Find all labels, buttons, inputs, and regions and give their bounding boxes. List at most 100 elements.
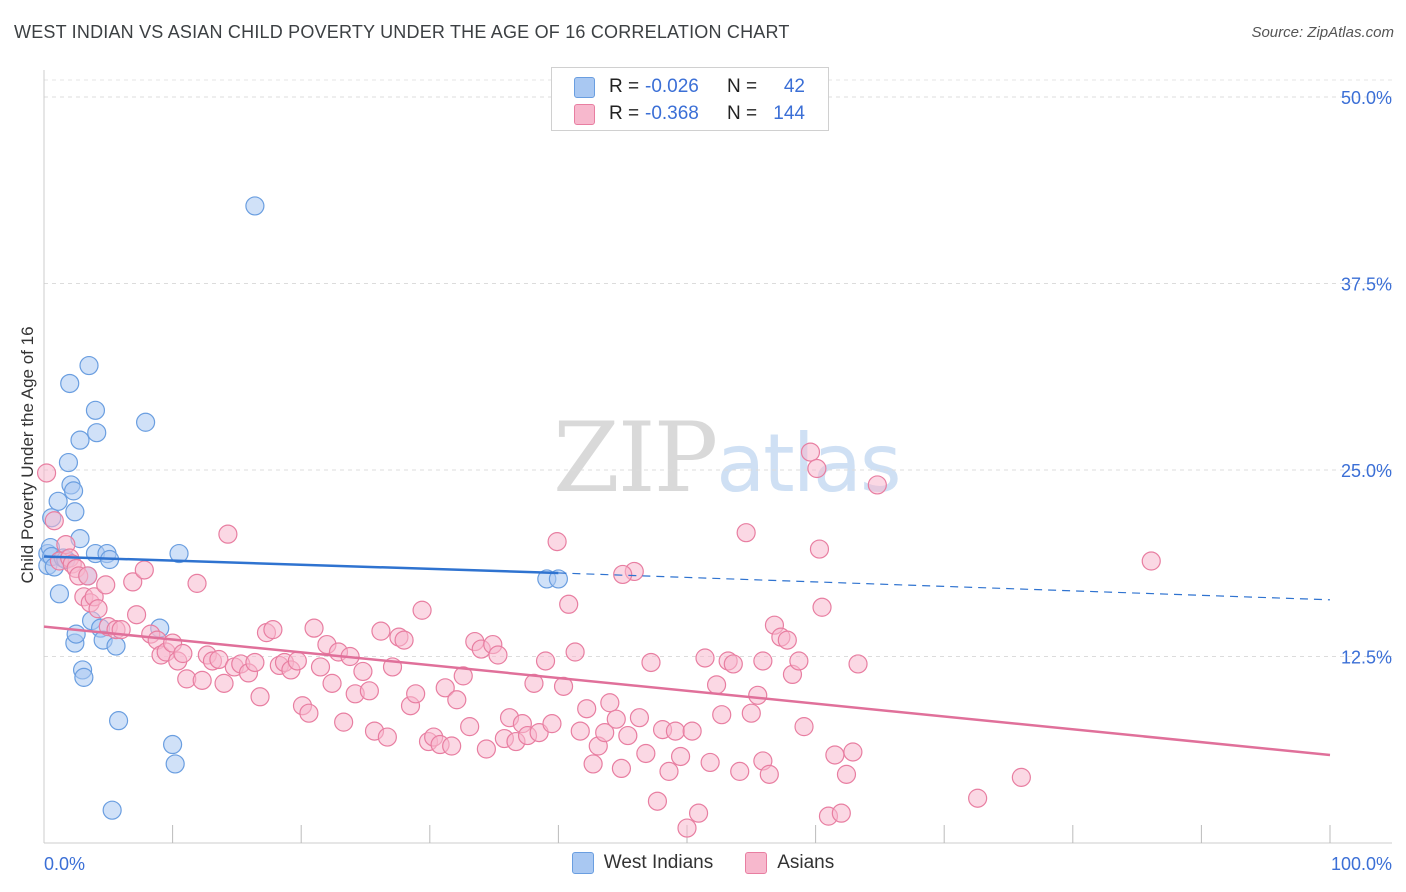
point-asians xyxy=(848,654,868,674)
point-asians xyxy=(406,684,426,704)
point-asians xyxy=(334,712,354,732)
x-tick-label: 100.0% xyxy=(1331,854,1392,874)
point-asians xyxy=(665,721,686,741)
point-asians xyxy=(460,717,480,737)
point-asians xyxy=(809,539,830,559)
point-asians xyxy=(695,648,715,668)
point-asians xyxy=(794,717,814,737)
legend-row-asians: R = -0.368 N = 144 xyxy=(574,102,805,126)
point-asians xyxy=(600,693,620,713)
legend-swatch-asians xyxy=(574,103,595,125)
point-west-indians xyxy=(108,711,129,731)
point-asians xyxy=(1011,767,1031,787)
legend-r-label: R = xyxy=(609,103,640,124)
point-asians xyxy=(843,742,863,762)
point-west-indians xyxy=(102,800,122,820)
point-west-indians xyxy=(106,636,126,656)
point-asians xyxy=(577,699,597,719)
point-asians xyxy=(547,532,567,552)
point-asians xyxy=(287,651,307,671)
trendline-west-indians xyxy=(43,555,559,575)
point-asians xyxy=(867,475,887,495)
point-asians xyxy=(688,803,709,823)
point-asians xyxy=(723,654,743,674)
chart-title: WEST INDIAN VS ASIAN CHILD POVERTY UNDER… xyxy=(14,22,790,42)
series-legend-asians: Asians xyxy=(745,852,834,874)
point-asians xyxy=(618,725,638,746)
watermark-zip: ZIP xyxy=(553,402,718,514)
x-tick-label: 0.0% xyxy=(44,854,85,874)
point-asians xyxy=(777,630,797,650)
point-asians xyxy=(570,721,590,741)
point-asians xyxy=(447,690,467,710)
series-swatch-west-indians xyxy=(571,852,594,874)
point-asians xyxy=(606,709,626,729)
legend-n-label: N = xyxy=(727,76,758,97)
point-asians xyxy=(353,661,373,682)
y-tick-label: 50.0% xyxy=(1341,88,1392,108)
point-asians xyxy=(412,600,432,620)
point-west-indians xyxy=(79,355,99,376)
series-legend-west-indians: West Indians xyxy=(571,852,713,874)
point-west-indians xyxy=(74,667,94,687)
point-west-indians xyxy=(49,584,70,604)
point-asians xyxy=(759,764,779,784)
point-asians xyxy=(488,645,508,665)
point-asians xyxy=(836,764,857,784)
y-tick-label: 37.5% xyxy=(1341,275,1392,295)
point-west-indians xyxy=(163,734,183,755)
watermark: ZIPatlas xyxy=(553,402,902,514)
point-west-indians xyxy=(58,452,79,473)
legend-row-west-indians: R = -0.026 N = 42 xyxy=(574,75,805,99)
point-asians xyxy=(800,442,821,462)
point-asians xyxy=(559,594,579,614)
y-tick-label: 25.0% xyxy=(1341,461,1392,481)
point-asians xyxy=(250,687,270,707)
point-west-indians xyxy=(548,569,569,589)
source-label: Source: ZipAtlas.com xyxy=(1251,24,1394,41)
point-west-indians xyxy=(87,423,107,443)
series-legend: West Indians Asians xyxy=(0,852,1406,874)
point-asians xyxy=(435,678,455,698)
legend-n-label: N = xyxy=(727,103,758,124)
point-asians xyxy=(595,722,615,743)
y-tick-label: 12.5% xyxy=(1341,648,1392,668)
point-asians xyxy=(825,745,845,765)
point-asians xyxy=(659,761,679,781)
point-asians xyxy=(636,743,656,764)
point-west-indians xyxy=(70,430,90,450)
point-west-indians xyxy=(85,400,106,420)
point-asians xyxy=(310,657,331,677)
point-west-indians xyxy=(65,502,85,522)
point-asians xyxy=(753,651,773,671)
legend-n-value: 144 xyxy=(773,103,805,124)
point-asians xyxy=(730,761,750,781)
point-asians xyxy=(613,564,633,585)
legend-r-label: R = xyxy=(609,76,640,97)
point-asians xyxy=(214,673,234,693)
legend-swatch-west-indians xyxy=(574,76,595,98)
point-asians xyxy=(565,642,585,662)
point-asians xyxy=(1141,551,1161,571)
point-west-indians xyxy=(48,491,68,511)
point-asians xyxy=(322,673,342,693)
point-asians xyxy=(611,758,632,779)
point-asians xyxy=(359,681,379,701)
point-west-indians xyxy=(135,412,156,432)
point-west-indians xyxy=(66,624,86,644)
correlation-legend: R = -0.026 N = 42 R = -0.368 N = 144 xyxy=(551,67,829,131)
point-asians xyxy=(377,727,397,747)
point-west-indians xyxy=(245,196,265,216)
point-asians xyxy=(394,630,414,650)
point-asians xyxy=(789,651,809,671)
point-asians xyxy=(812,597,832,617)
point-asians xyxy=(299,703,319,723)
point-asians xyxy=(78,566,98,586)
point-asians xyxy=(682,721,702,741)
point-west-indians xyxy=(63,481,84,501)
point-west-indians xyxy=(169,543,189,564)
point-west-indians xyxy=(60,373,80,394)
point-asians xyxy=(134,560,154,580)
point-asians xyxy=(542,714,562,734)
point-asians xyxy=(96,575,116,595)
